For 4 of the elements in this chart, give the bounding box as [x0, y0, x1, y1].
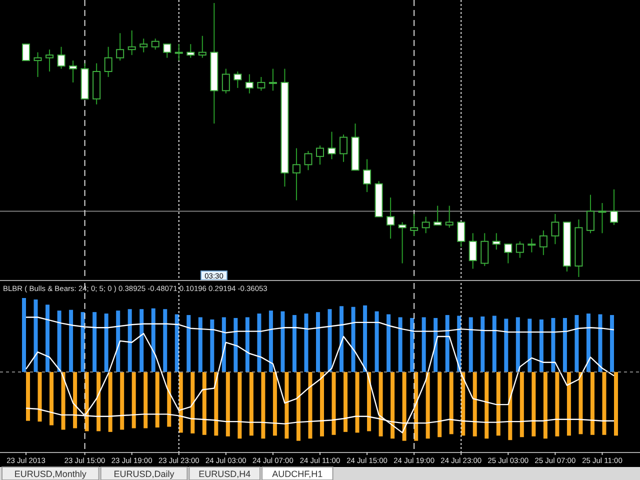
text: EURUSD,H4 [198, 469, 251, 479]
text: AUDCHF,H1 [272, 469, 323, 479]
text: EURUSD,Daily [114, 469, 175, 479]
text: EURUSD,Monthly [14, 469, 87, 479]
